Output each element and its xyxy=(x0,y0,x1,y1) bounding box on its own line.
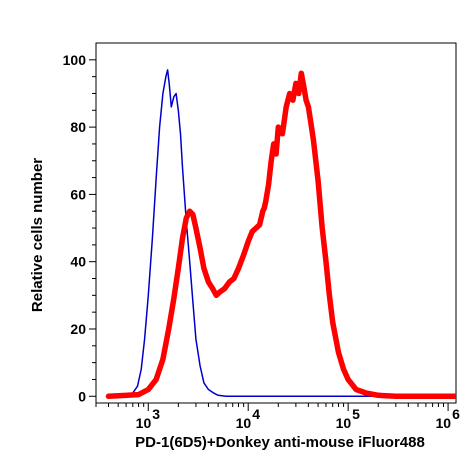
x-tick-label: 10 xyxy=(236,415,252,431)
x-tick-exponent: 6 xyxy=(452,406,460,422)
x-tick-label: 10 xyxy=(136,415,152,431)
series-layer xyxy=(105,69,456,400)
y-tick-label: 100 xyxy=(63,52,87,68)
y-axis-ticks: 0 20 40 60 80 100 xyxy=(63,52,96,404)
x-tick-exponent: 4 xyxy=(252,406,260,422)
series-line-blue xyxy=(107,69,456,398)
x-tick-exponent: 5 xyxy=(352,406,360,422)
y-tick-label: 0 xyxy=(78,388,86,404)
y-axis-label: Relative cells number xyxy=(29,158,46,312)
x-tick-label: 10 xyxy=(336,415,352,431)
x-tick-label: 10 xyxy=(436,415,452,431)
series-line-red xyxy=(105,70,456,400)
x-axis-label: PD-1(6D5)+Donkey anti-mouse iFluor488 xyxy=(135,434,425,451)
y-tick-label: 40 xyxy=(70,254,86,270)
y-tick-label: 20 xyxy=(70,321,86,337)
y-tick-label: 60 xyxy=(70,186,86,202)
x-tick-exponent: 3 xyxy=(152,406,160,422)
y-tick-label: 80 xyxy=(70,119,86,135)
plot-frame xyxy=(95,42,457,404)
